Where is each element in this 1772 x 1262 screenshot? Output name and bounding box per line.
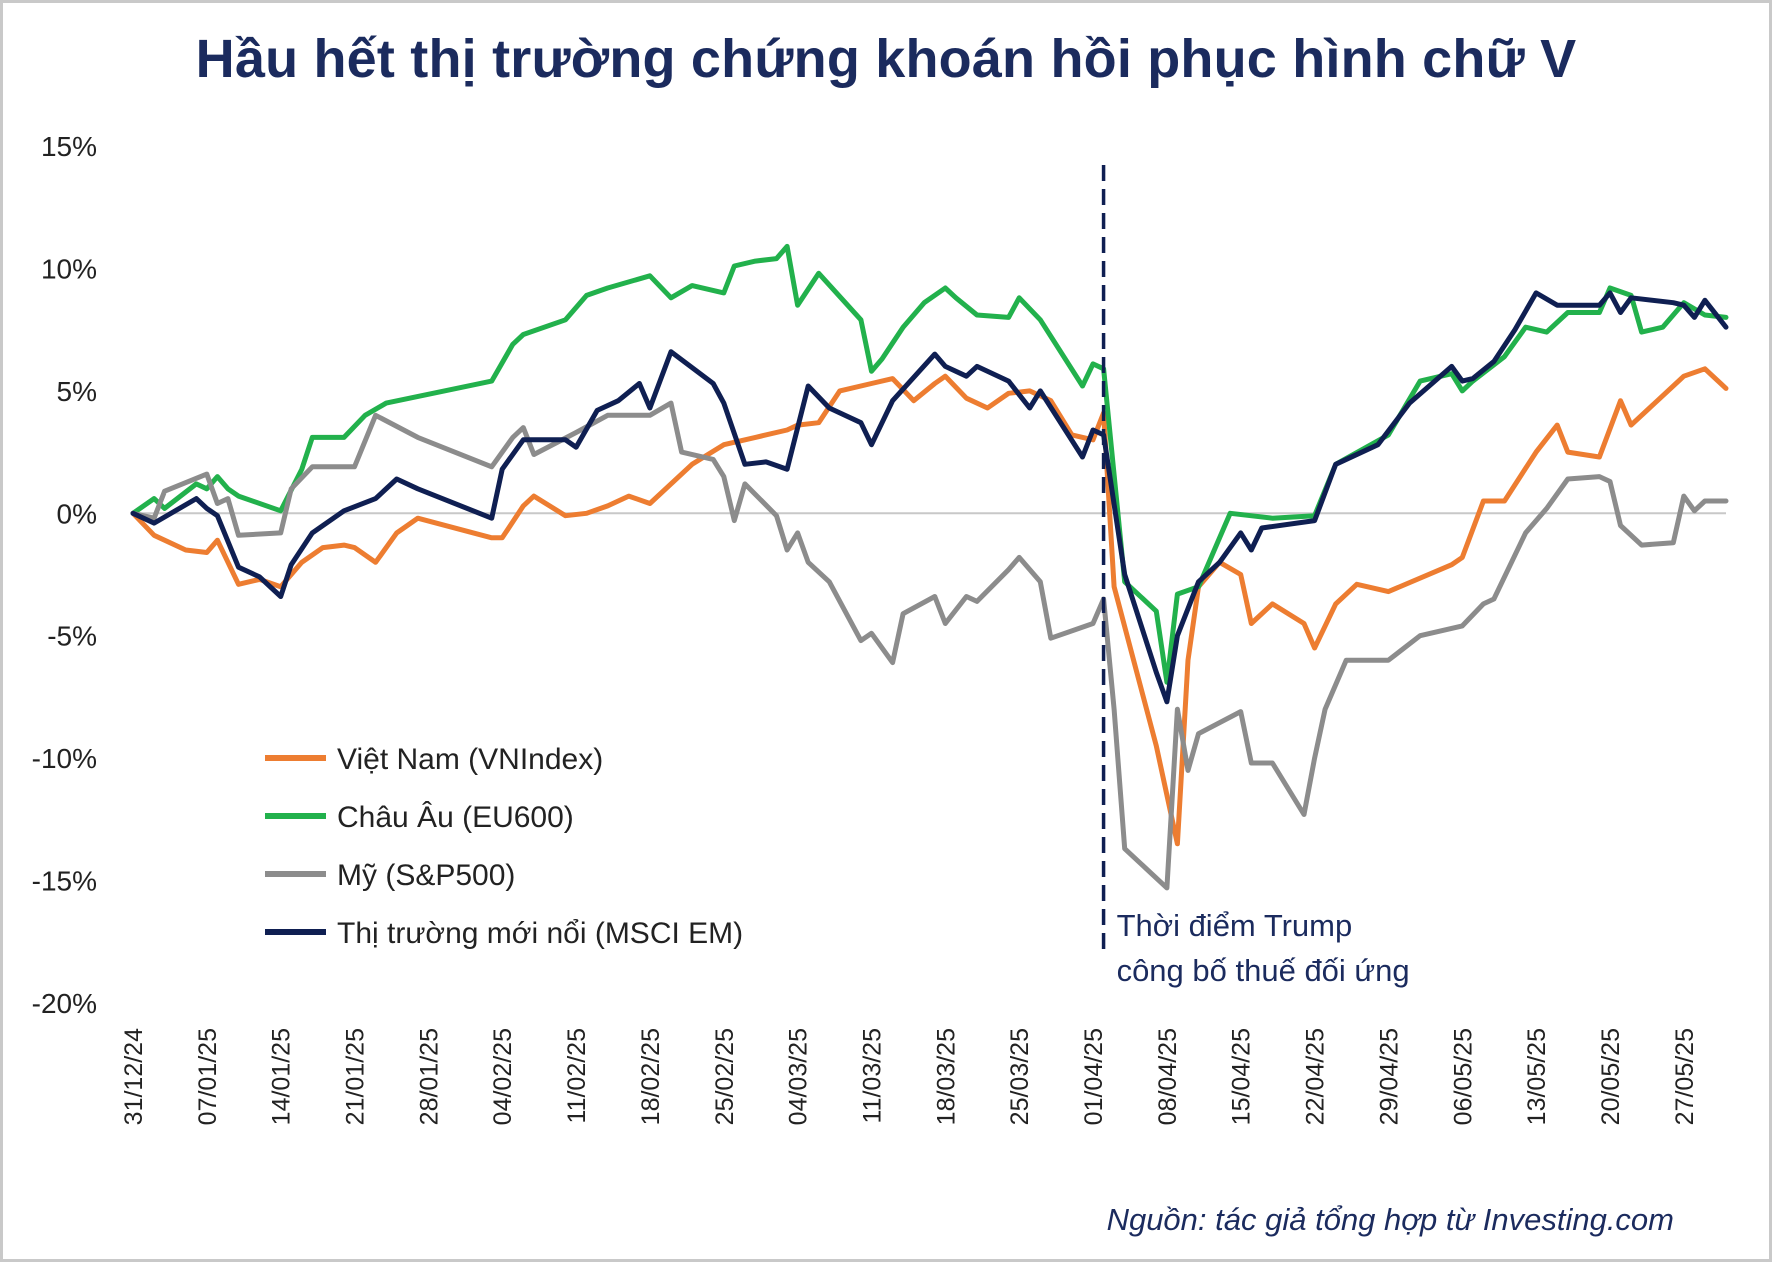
series-line-1	[130, 243, 1729, 685]
series-lines	[130, 243, 1729, 891]
x-tick-label: 28/01/25	[415, 1028, 443, 1125]
y-tick-label: 10%	[41, 253, 97, 284]
y-tick-label: 5%	[57, 376, 97, 407]
annotation: Thời điểm Trump công bố thuế đối ứng	[1101, 165, 1410, 988]
x-tick-label: 04/02/25	[489, 1028, 517, 1125]
y-tick-label: 0%	[57, 498, 97, 529]
x-tick-label: 11/02/25	[563, 1028, 591, 1123]
x-tick-label: 22/04/25	[1302, 1028, 1330, 1125]
y-tick-label: -20%	[32, 988, 97, 1019]
x-tick-label: 04/03/25	[785, 1028, 813, 1125]
x-tick-label: 13/05/25	[1523, 1028, 1551, 1125]
annotation-text: công bố thuế đối ứng	[1117, 953, 1410, 988]
legend-label-3: Thị trường mới nổi (MSCI EM)	[337, 917, 743, 950]
annotation-text: Thời điểm Trump	[1117, 908, 1353, 943]
chart-title: Hầu hết thị trường chứng khoán hồi phục …	[195, 29, 1577, 89]
series-line-0	[130, 366, 1729, 847]
y-tick-label: -15%	[32, 866, 97, 897]
x-tick-label: 31/12/24	[120, 1028, 148, 1125]
y-tick-label: 15%	[41, 131, 97, 162]
legend-label-1: Châu Âu (EU600)	[337, 801, 574, 834]
x-tick-label: 20/05/25	[1597, 1028, 1625, 1125]
x-tick-label: 07/01/25	[194, 1028, 222, 1125]
x-tick-label: 14/01/25	[268, 1028, 296, 1125]
source-note: Nguồn: tác giả tổng hợp từ Investing.com	[1106, 1202, 1674, 1237]
y-tick-label: -5%	[47, 621, 97, 652]
x-tick-label: 11/03/25	[858, 1028, 886, 1123]
x-tick-label: 27/05/25	[1671, 1028, 1699, 1125]
y-tick-label: -10%	[32, 743, 97, 774]
legend-label-2: Mỹ (S&P500)	[337, 859, 515, 892]
x-tick-label: 29/04/25	[1375, 1028, 1403, 1125]
x-tick-label: 18/03/25	[932, 1028, 960, 1125]
series-line-2	[130, 400, 1729, 891]
x-tick-label: 06/05/25	[1449, 1028, 1477, 1125]
x-tick-label: 21/01/25	[342, 1028, 370, 1125]
x-tick-label: 25/02/25	[711, 1028, 739, 1125]
axes: 15% 10% 5% 0% -5% -10% -15% -20% 31/12/24 07/01/2…	[32, 131, 1726, 1125]
legend-label-0: Việt Nam (VNIndex)	[337, 743, 603, 776]
x-tick-label: 01/04/25	[1080, 1028, 1108, 1125]
x-tick-label: 18/02/25	[637, 1028, 665, 1125]
x-tick-label: 25/03/25	[1006, 1028, 1034, 1125]
x-tick-label: 15/04/25	[1228, 1028, 1256, 1125]
x-tick-label: 08/04/25	[1154, 1028, 1182, 1125]
series-line-3	[130, 290, 1729, 705]
legend: Việt Nam (VNIndex) Châu Âu (EU600) Mỹ (S&P…	[265, 743, 743, 950]
